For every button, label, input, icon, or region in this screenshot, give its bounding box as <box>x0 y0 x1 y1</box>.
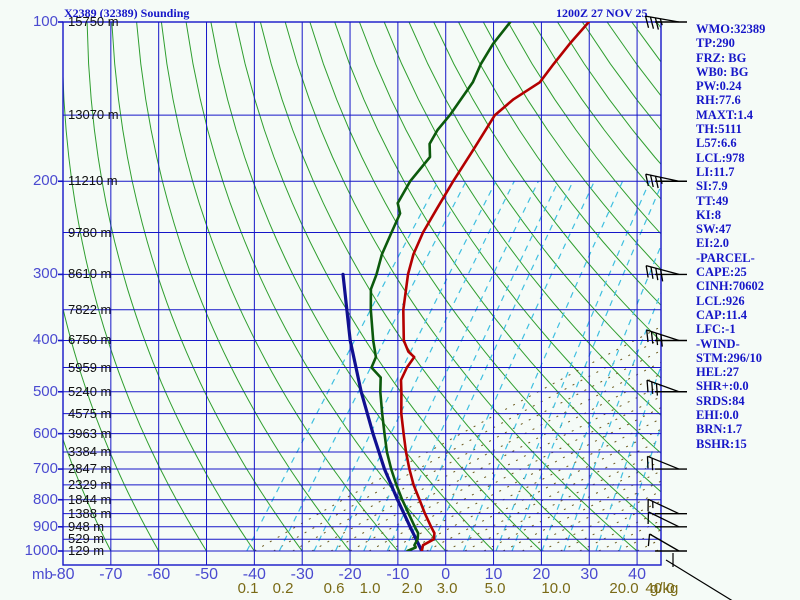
mixing-ratio-tick-0.6: 0.6 <box>323 580 345 597</box>
temp-tick--30: -30 <box>290 566 314 583</box>
stat-cape: CAPE:25 <box>696 265 747 280</box>
temp-tick--80: -80 <box>51 566 75 583</box>
stat-lcl: LCL:978 <box>696 150 745 165</box>
temp-tick--50: -50 <box>194 566 219 583</box>
temp-tick--60: -60 <box>147 566 171 583</box>
stat-hel: HEL:27 <box>696 365 740 380</box>
height-label-950: 529 m <box>68 531 105 547</box>
stat-stm: STM:296/10 <box>696 350 762 365</box>
pressure-tick-900: 900 <box>32 517 58 535</box>
pressure-tick-800: 800 <box>32 490 58 508</box>
temp-tick-40: 40 <box>628 566 646 583</box>
chart-datetime: 1200Z 27 NOV 25 <box>556 6 648 20</box>
mixing-ratio-tick-20.0: 20.0 <box>609 580 639 597</box>
stat-maxt: MAXT:1.4 <box>696 107 754 122</box>
pressure-tick-400: 400 <box>32 331 58 349</box>
stat-wmo: WMO:32389 <box>696 22 766 36</box>
stat-cap: CAP:11.4 <box>696 307 748 322</box>
height-label-450: 5959 m <box>68 359 112 375</box>
stat-li: LI:11.7 <box>696 164 735 179</box>
mixing-ratio-tick-3.0: 3.0 <box>436 580 458 597</box>
mixing-ratio-tick-1.0: 1.0 <box>359 580 381 597</box>
chart-title: X2389 (32389) Sounding <box>64 6 190 20</box>
temp-tick-20: 20 <box>532 566 551 583</box>
height-label-1000: 129 m <box>68 543 105 558</box>
height-label-100: 15750 m <box>68 14 119 29</box>
pressure-tick-600: 600 <box>32 424 58 442</box>
stat-ei: EI:2.0 <box>696 236 729 251</box>
temp-tick--70: -70 <box>99 566 123 583</box>
stat-tp: TP:290 <box>696 36 735 51</box>
pressure-tick-700: 700 <box>32 460 58 478</box>
pressure-tick-1000: 1000 <box>24 542 58 559</box>
stat-sw: SW:47 <box>696 222 732 237</box>
stat-rh: RH:77.6 <box>696 93 741 108</box>
stat-th: TH:5111 <box>696 122 742 137</box>
height-label-600: 3963 m <box>68 425 112 441</box>
temp-tick-10: 10 <box>484 566 503 583</box>
stat-frz: FRZ: BG <box>696 50 747 65</box>
stat-si: SI:7.9 <box>696 179 728 194</box>
height-label-550: 4575 m <box>68 405 112 421</box>
stat-ehi: EHI:0.0 <box>696 408 739 423</box>
pressure-unit-label: mb <box>32 566 53 583</box>
pressure-tick-100: 100 <box>32 13 58 30</box>
temp-tick-0: 0 <box>441 566 451 583</box>
temp-tick--10: -10 <box>386 566 410 583</box>
height-label-650: 3384 m <box>68 444 112 460</box>
stat-l57: L57:6.6 <box>696 136 737 151</box>
height-label-350: 7822 m <box>68 301 112 317</box>
height-label-300: 8610 m <box>68 266 112 282</box>
pressure-tick-300: 300 <box>32 265 58 283</box>
sounding-indices-panel: WMO:32389 TP:290 FRZ: BG WB0: BG PW:0.24 RH:7… <box>696 22 800 451</box>
temp-tick--20: -20 <box>338 566 362 583</box>
mixing-ratio-unit-label: g/kg <box>650 580 679 597</box>
stat-shr+: SHR+:0.0 <box>696 379 749 394</box>
height-label-250: 9780 m <box>68 224 112 240</box>
stat-parcel: -PARCEL- <box>696 250 755 265</box>
height-label-750: 2329 m <box>68 476 112 492</box>
mixing-ratio-tick-0.1: 0.1 <box>237 580 259 597</box>
stat-brn: BRN:1.7 <box>696 422 743 437</box>
height-label-400: 6750 m <box>68 332 112 348</box>
height-label-800: 1844 m <box>68 491 112 507</box>
height-label-850: 1388 m <box>68 505 112 521</box>
stat-wind: -WIND- <box>696 336 740 351</box>
stat-lcl: LCL:926 <box>696 293 745 308</box>
mixing-ratio-tick-40.0: 40.0 <box>645 580 675 597</box>
stat-wb0: WB0: BG <box>696 64 749 79</box>
mixing-ratio-tick-2.0: 2.0 <box>401 580 423 597</box>
height-label-200: 11210 m <box>68 173 118 189</box>
height-label-500: 5240 m <box>68 383 112 399</box>
pressure-tick-200: 200 <box>32 172 58 190</box>
stat-srds: SRDS:84 <box>696 393 745 408</box>
stat-ki: KI:8 <box>696 207 721 222</box>
height-label-150: 13070 m <box>68 107 119 123</box>
stat-lfc: LFC:-1 <box>696 322 736 337</box>
height-label-700: 2847 m <box>68 461 112 477</box>
height-label-900: 948 m <box>68 518 105 534</box>
pressure-tick-500: 500 <box>32 382 58 400</box>
temp-tick--40: -40 <box>242 566 266 583</box>
stat-cinh: CINH:70602 <box>696 279 765 294</box>
stat-tt: TT:49 <box>696 193 729 208</box>
temp-tick-30: 30 <box>580 566 599 583</box>
stat-pw: PW:0.24 <box>696 79 742 94</box>
mixing-ratio-tick-10.0: 10.0 <box>541 580 571 597</box>
stat-bshr: BSHR:15 <box>696 436 747 451</box>
mixing-ratio-tick-5.0: 5.0 <box>484 580 506 597</box>
mixing-ratio-tick-0.2: 0.2 <box>272 580 294 597</box>
